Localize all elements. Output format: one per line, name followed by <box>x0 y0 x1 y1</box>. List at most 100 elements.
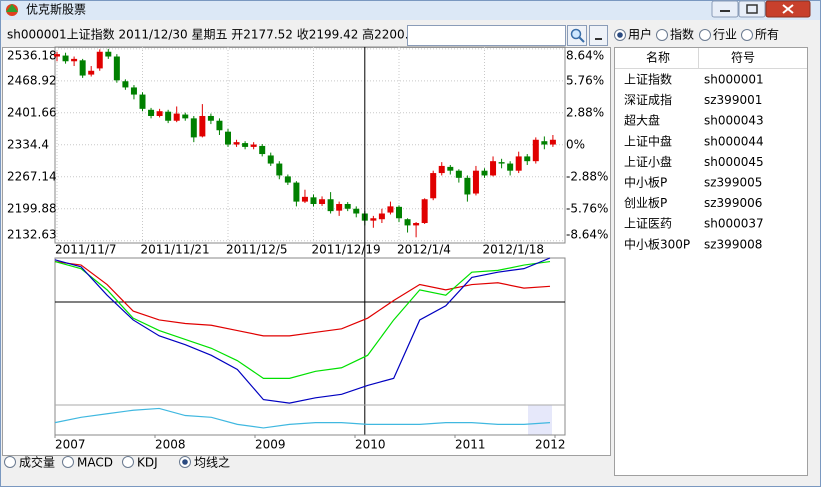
candle-body <box>225 131 231 145</box>
candle-body <box>96 51 103 69</box>
x-tick-label: 2010 <box>355 438 386 452</box>
close-icon <box>782 4 794 14</box>
symbol-code[interactable]: sh000037 <box>704 217 764 231</box>
candle-body <box>421 199 428 224</box>
candle-body <box>156 111 163 116</box>
y2-tick-label: -2.88% <box>566 169 608 183</box>
candle-body <box>507 163 514 171</box>
candle-body <box>233 142 240 145</box>
window-title: 优克斯股票 <box>26 3 86 17</box>
candle-body <box>190 118 197 138</box>
filter-radio[interactable] <box>699 29 711 41</box>
candle-body <box>130 87 137 95</box>
candle-body <box>353 208 360 214</box>
candle-body <box>396 206 402 219</box>
y-tick-label: 2267.14 <box>7 169 57 183</box>
indicator-radio[interactable] <box>4 456 16 468</box>
candle-body <box>122 81 129 88</box>
selection-range[interactable] <box>528 405 552 435</box>
candle-body <box>549 139 556 145</box>
x-tick-label: 2008 <box>155 438 186 452</box>
y-tick-label: 2536.18 <box>7 49 57 63</box>
list-column: 符号 <box>731 50 755 65</box>
symbol-name[interactable]: 上证小盘 <box>624 154 672 169</box>
indicator-radio[interactable] <box>62 456 74 468</box>
candle-body <box>498 162 505 164</box>
symbol-code[interactable]: sz399008 <box>704 237 762 251</box>
symbol-name[interactable]: 上证指数 <box>624 72 672 87</box>
indicator-label: KDJ <box>137 456 158 470</box>
x-tick-label: 2011/12/19 <box>312 243 381 257</box>
candle-body <box>105 51 112 57</box>
symbol-list <box>614 47 808 476</box>
indicator-panel <box>54 257 566 436</box>
candle-body <box>438 165 445 174</box>
candle-body <box>71 58 78 62</box>
candle-body <box>113 56 120 81</box>
candle-body <box>532 139 539 162</box>
filter-radio[interactable] <box>741 29 753 41</box>
x-tick-label: 2007 <box>55 438 86 452</box>
x-tick-label: 2011/12/5 <box>226 243 288 257</box>
candle-body <box>242 143 249 147</box>
y2-tick-label: -5.76% <box>566 201 608 215</box>
candle-body <box>327 199 334 212</box>
search-input[interactable] <box>407 25 566 46</box>
candle-body <box>430 173 437 199</box>
symbol-name[interactable]: 上证医药 <box>624 217 672 231</box>
symbol-code[interactable]: sz399005 <box>704 176 762 190</box>
candle-body <box>207 115 214 121</box>
indicator-radio[interactable] <box>122 456 134 468</box>
symbol-name[interactable]: 深证成指 <box>624 92 672 107</box>
y-tick-label: 2334.4 <box>7 137 49 151</box>
y2-tick-label: 0% <box>566 137 585 151</box>
x-tick-label: 2012/1/4 <box>397 243 451 257</box>
candle-body <box>54 54 60 57</box>
symbol-code[interactable]: sz399006 <box>704 196 762 210</box>
x-tick-label: 2012/1/18 <box>483 243 545 257</box>
candle-body <box>515 156 522 171</box>
candle-body <box>455 170 462 178</box>
candle-body <box>293 182 300 202</box>
candle-body <box>541 141 548 145</box>
chart-area <box>2 47 611 456</box>
dropdown-button[interactable] <box>589 25 608 46</box>
symbol-name[interactable]: 中小板300P <box>624 236 690 251</box>
symbol-name[interactable]: 上证中盘 <box>624 133 672 148</box>
candle-body <box>79 60 86 76</box>
candle-body <box>524 156 531 162</box>
symbol-code[interactable]: sz399001 <box>704 93 762 107</box>
symbol-code[interactable]: sh000001 <box>704 73 764 87</box>
symbol-code[interactable]: sh000045 <box>704 155 764 169</box>
candle-body <box>88 70 95 75</box>
symbol-code[interactable]: sh000043 <box>704 114 764 128</box>
title-bar <box>1 1 820 20</box>
symbol-name[interactable]: 创业板P <box>624 196 667 210</box>
candle-body <box>259 145 266 155</box>
app-icon-part <box>6 4 18 12</box>
candle-body <box>481 170 488 176</box>
candle-body <box>472 170 479 194</box>
candle-body <box>199 115 206 137</box>
candle-body <box>250 144 257 147</box>
y2-tick-label: -8.64% <box>566 228 608 242</box>
candle-body <box>490 161 497 176</box>
y2-tick-label: 5.76% <box>566 73 604 87</box>
candle-body <box>62 55 69 62</box>
x-tick-label: 2011 <box>455 438 486 452</box>
y-tick-label: 2468.92 <box>7 73 57 87</box>
candle-body <box>165 111 172 121</box>
candle-body <box>387 206 394 213</box>
indicator-line <box>54 257 551 404</box>
symbol-name[interactable]: 超大盘 <box>624 113 660 128</box>
symbol-name[interactable]: 中小板P <box>624 175 667 190</box>
maximize-button[interactable] <box>738 0 766 18</box>
symbol-code[interactable]: sh000044 <box>704 134 764 148</box>
minimize-button[interactable] <box>711 0 739 18</box>
filter-radio[interactable] <box>656 29 668 41</box>
candle-body <box>182 114 189 119</box>
filter-label: 用户 <box>628 27 652 42</box>
search-icon <box>570 28 582 40</box>
candle-body <box>276 163 283 176</box>
